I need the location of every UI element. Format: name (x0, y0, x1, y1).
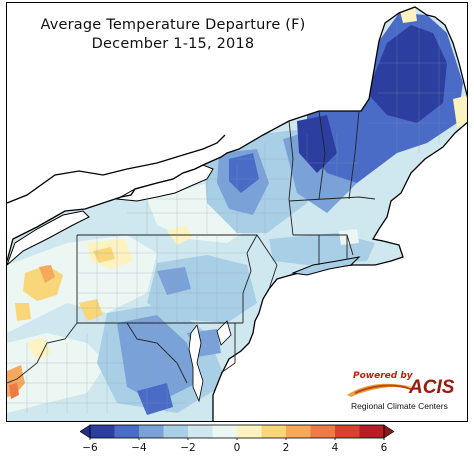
map-frame: Average Temperature Departure (F) Decemb… (6, 2, 468, 422)
colorbar-tick-label: 2 (282, 442, 290, 454)
colorbar-bin (261, 425, 287, 438)
colorbar-tick-label: −2 (180, 442, 196, 454)
temperature-departure-map (7, 6, 467, 421)
state-boundaries (7, 110, 376, 384)
logo-powered-by: Powered by (353, 371, 413, 381)
colorbar-tick-label: 6 (380, 442, 388, 454)
lake-erie (7, 210, 90, 266)
colorbar-tick-label: 0 (233, 442, 241, 454)
colorbar-bin (90, 425, 115, 438)
colorbar-bin (139, 425, 164, 438)
colorbar-bin (163, 425, 189, 438)
acis-logo: Powered by ACIS Regional Climate Centers (345, 371, 467, 417)
colorbar-bin (335, 425, 360, 438)
colorbar-bin (359, 425, 385, 438)
colorbar-bin (188, 425, 213, 438)
coastline (7, 6, 467, 421)
logo-brand: ACIS (409, 377, 455, 398)
colorbar-under-arrow (80, 424, 91, 439)
north-shoreline (7, 134, 226, 204)
swoosh-icon (347, 383, 413, 397)
colorbar-bin (212, 425, 238, 438)
colorbar-bin (114, 425, 140, 438)
colorbar-bin (310, 425, 336, 438)
delaware-bay (216, 320, 232, 346)
colorbar (80, 424, 395, 440)
county-lines (7, 15, 457, 413)
map-subtitle: December 1-15, 2018 (91, 36, 255, 52)
map-title: Average Temperature Departure (F) (40, 17, 306, 33)
logo-subtitle: Regional Climate Centers (351, 401, 448, 411)
long-island (291, 256, 361, 276)
colorbar-tick-label: −6 (82, 442, 98, 454)
colorbar-over-arrow (383, 424, 395, 439)
colorbar-bin (286, 425, 311, 438)
chesapeake-bay (188, 324, 204, 403)
colorbar-bin (237, 425, 262, 438)
colorbar-tick-label: −4 (131, 442, 147, 454)
colorbar-tick-label: 4 (331, 442, 339, 454)
